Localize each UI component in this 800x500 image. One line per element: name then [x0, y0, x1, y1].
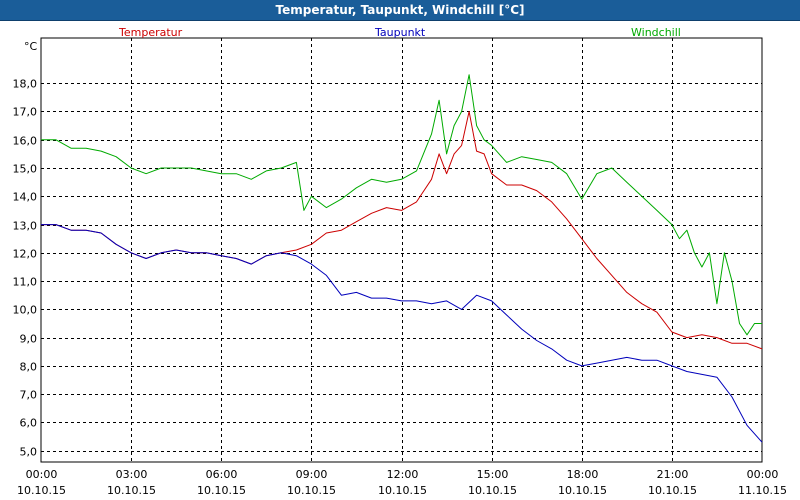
y-axis-unit: °C: [24, 40, 38, 53]
y-tick-label: 10,0: [13, 304, 38, 317]
plot-area: [40, 37, 763, 463]
y-tick-label: 8,0: [20, 361, 38, 374]
x-tick-time-label: 18:00: [567, 468, 599, 481]
y-tick-label: 16,0: [13, 135, 38, 148]
x-tick-time-label: 00:00: [747, 468, 779, 481]
y-tick-label: 18,0: [13, 78, 38, 91]
series-line-taupunkt: [41, 224, 763, 443]
legend-temperatur: Temperatur: [119, 26, 183, 39]
x-tick-date-label: 10.10.15: [378, 484, 427, 497]
x-tick-time-label: 00:00: [26, 468, 58, 481]
x-tick-date-label: 10.10.15: [648, 484, 697, 497]
series-line-windchill: [41, 74, 762, 336]
y-tick-label: 17,0: [13, 106, 38, 119]
x-tick-date-label: 10.10.15: [468, 484, 517, 497]
x-tick-date-label: 10.10.15: [17, 484, 66, 497]
chart-frame: 5,0 6,0 7,0 8,0 9,0 10,0 11,0 12,0 13,0 14,0 15,0 1…: [0, 21, 800, 500]
line-chart: 5,0 6,0 7,0 8,0 9,0 10,0 11,0 12,0 13,0 14,0 15,0 1…: [13, 37, 787, 497]
x-tick-date-label: 10.10.15: [558, 484, 607, 497]
y-tick-label: 15,0: [13, 163, 38, 176]
y-tick-label: 11,0: [13, 276, 38, 289]
y-tick-label: 6,0: [20, 417, 38, 430]
legend-windchill: Windchill: [631, 26, 681, 39]
x-tick-date-label: 10.10.15: [197, 484, 246, 497]
x-tick-time-label: 12:00: [387, 468, 419, 481]
x-tick-time-label: 06:00: [206, 468, 238, 481]
x-tick-date-label: 10.10.15: [107, 484, 156, 497]
y-tick-label: 9,0: [20, 333, 38, 346]
y-tick-label: 12,0: [13, 248, 38, 261]
x-tick-time-label: 15:00: [477, 468, 509, 481]
y-tick-label: 5,0: [20, 446, 38, 459]
y-tick-label: 13,0: [13, 220, 38, 233]
legend-taupunkt: Taupunkt: [375, 26, 426, 39]
y-tick-label: 14,0: [13, 191, 38, 204]
x-tick-date-label: 11.10.15: [738, 484, 787, 497]
chart-title: Temperatur, Taupunkt, Windchill [°C]: [0, 0, 800, 21]
x-tick-time-label: 09:00: [296, 468, 328, 481]
x-tick-date-label: 10.10.15: [287, 484, 336, 497]
x-tick-time-label: 03:00: [116, 468, 148, 481]
y-tick-label: 7,0: [20, 389, 38, 402]
x-tick-time-label: 21:00: [657, 468, 689, 481]
